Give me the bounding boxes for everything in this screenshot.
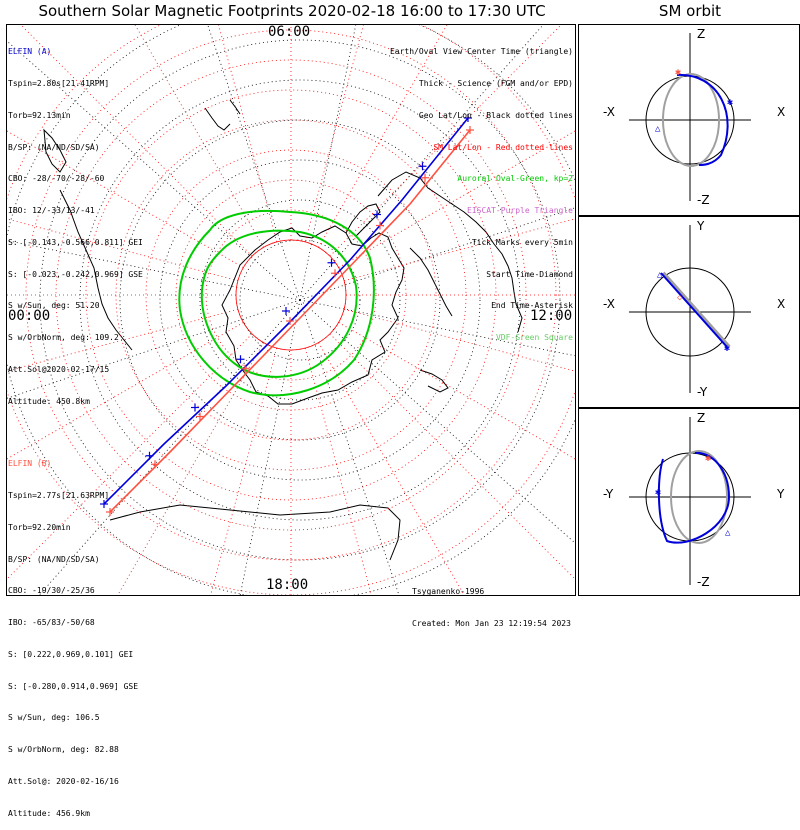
orbit-b-path (670, 450, 728, 544)
axis-label-top: Z (697, 411, 706, 425)
orbit-b-path (661, 271, 731, 349)
mlt-label-top: 06:00 (268, 24, 311, 40)
elfin-b-name: ELFIN (B) (8, 459, 52, 469)
orbit-a-path (660, 272, 728, 348)
created-timestamp: Created: Mon Jan 23 12:19:54 2023 (412, 618, 571, 628)
legend-item: Tick Marks every 5min (471, 237, 573, 247)
legend-item: Geo Lat/Lon - Black dotted lines (418, 110, 573, 120)
legend-item: Auroral Oval-Green, kp=2 (457, 174, 573, 184)
plot-title: Southern Solar Magnetic Footprints 2020-… (38, 2, 546, 20)
elfin-b-info: ELFIN (B) Tspin=2.77s[21.63RPM] Torb=92.… (8, 438, 138, 830)
orbit-end-marker: ✱ (724, 343, 730, 354)
elfin-a-info: ELFIN (A) Tspin=2.80s[21.41RPM] Torb=92.… (8, 26, 143, 418)
axis-label-left: -X (603, 105, 615, 119)
mlt-label-left: 00:00 (8, 308, 51, 324)
orbit-plot-yz: △ ✱ ✱ (629, 417, 751, 585)
legend-item: SM Lat/Lon - Red dotted lines (433, 142, 573, 152)
elfin-a-line: CBO: -28/-70/-28/-60 (8, 174, 105, 184)
elfin-a-line: IBO: 12/-33/13/-41 (8, 206, 95, 216)
elfin-b-line: CBO: -19/30/-25/36 (8, 586, 95, 596)
orbit-b-marker: ◇ (677, 293, 683, 303)
orbit-panel-xz: △ ✱ ✱ Z -Z -X X (578, 24, 800, 216)
orbit-plot-xy: △ ✱ ◇ (629, 225, 751, 393)
elfin-a-line: S w/Sun, deg: 51.20 (8, 301, 100, 311)
axis-label-bottom: -Z (697, 575, 710, 589)
elfin-a-line: S: [-0.023,-0.242,0.969] GSE (8, 269, 143, 279)
elfin-a-line: S w/OrbNorm, deg: 109.2 (8, 333, 119, 343)
orbit-start-marker: △ (657, 270, 663, 280)
mlt-label-right: 12:00 (530, 308, 573, 324)
orbit-panel-yz: △ ✱ ✱ Z -Z -Y Y (578, 408, 800, 596)
legend-item: Thick - Science (FGM and/or EPD) (418, 78, 573, 88)
axis-label-top: Y (697, 219, 705, 233)
elfin-a-line: Altitude: 450.8km (8, 396, 90, 406)
elfin-a-line: Torb=92.13min (8, 110, 71, 120)
elfin-b-line: S: [0.222,0.969,0.101] GEI (8, 649, 134, 659)
elfin-b-line: B/SP: (NA/ND/SD/SA) (8, 554, 100, 564)
axis-label-bottom: -Y (697, 385, 708, 399)
elfin-b-line: IBO: -65/83/-50/68 (8, 618, 95, 628)
orbit-start-marker: △ (725, 528, 731, 538)
orbit-panel-xy: △ ✱ ◇ Y -Y -X X (578, 216, 800, 408)
orbit-b-marker: ✱ (675, 67, 681, 78)
axis-label-bottom: -Z (697, 193, 710, 207)
axis-label-top: Z (697, 27, 706, 41)
legend-item: End Time-Asterisk (491, 301, 573, 311)
elfin-b-line: Att.Sol@: 2020-02-16/16 (8, 777, 119, 786)
orbit-end-marker: ✱ (655, 487, 661, 498)
footprint-map-frame (6, 24, 576, 596)
orbit-plot-xz: △ ✱ ✱ (629, 33, 751, 201)
legend-item: VDF-Green Square (495, 333, 573, 343)
orbit-a-path (657, 451, 731, 544)
elfin-b-line: S: [-0.280,0.914,0.969] GSE (8, 681, 139, 691)
axis-label-left: -Y (603, 487, 614, 501)
model-credit: Tsyganenko-1996 (412, 587, 485, 597)
elfin-a-line: Att.Sol@2020-02-17/15 (8, 365, 110, 374)
legend: Earth/Oval View Center Time (triangle) T… (390, 26, 573, 354)
legend-item: Start Time-Diamond (486, 269, 573, 279)
elfin-a-line: B/SP: (NA/ND/SD/SA) (8, 142, 100, 152)
axis-label-right: X (777, 297, 786, 311)
orbit-b-path (662, 73, 720, 167)
orbit-start-marker: △ (655, 124, 661, 134)
elfin-b-line: Tspin=2.77s[21.63RPM] (8, 490, 110, 500)
axis-label-left: -X (603, 297, 615, 311)
legend-item: Earth/Oval View Center Time (triangle) (389, 47, 573, 57)
elfin-a-line: S: [-0.143,-0.566,0.811] GEI (8, 237, 143, 247)
elfin-a-line: Tspin=2.80s[21.41RPM] (8, 78, 110, 88)
mlt-label-bottom: 18:00 (266, 577, 309, 593)
axis-label-right: X (777, 105, 786, 119)
elfin-b-line: S w/OrbNorm, deg: 82.88 (8, 745, 119, 755)
credits: Tsyganenko-1996 Created: Mon Jan 23 12:1… (412, 566, 571, 640)
orbit-end-marker: ✱ (727, 97, 733, 108)
orbit-b-marker: ✱ (705, 453, 711, 464)
elfin-b-line: Altitude: 456.9km (8, 808, 90, 818)
elfin-a-name: ELFIN (A) (8, 47, 52, 57)
legend-item: EISCAT-Purple Triangle (467, 206, 573, 216)
elfin-b-line: S w/Sun, deg: 106.5 (8, 713, 100, 723)
axis-label-right: Y (777, 487, 785, 501)
orbit-a-path (676, 73, 729, 166)
earth-circle (645, 267, 735, 357)
orbit-panel-title: SM orbit (658, 2, 722, 20)
elfin-b-line: Torb=92.20min (8, 522, 71, 532)
